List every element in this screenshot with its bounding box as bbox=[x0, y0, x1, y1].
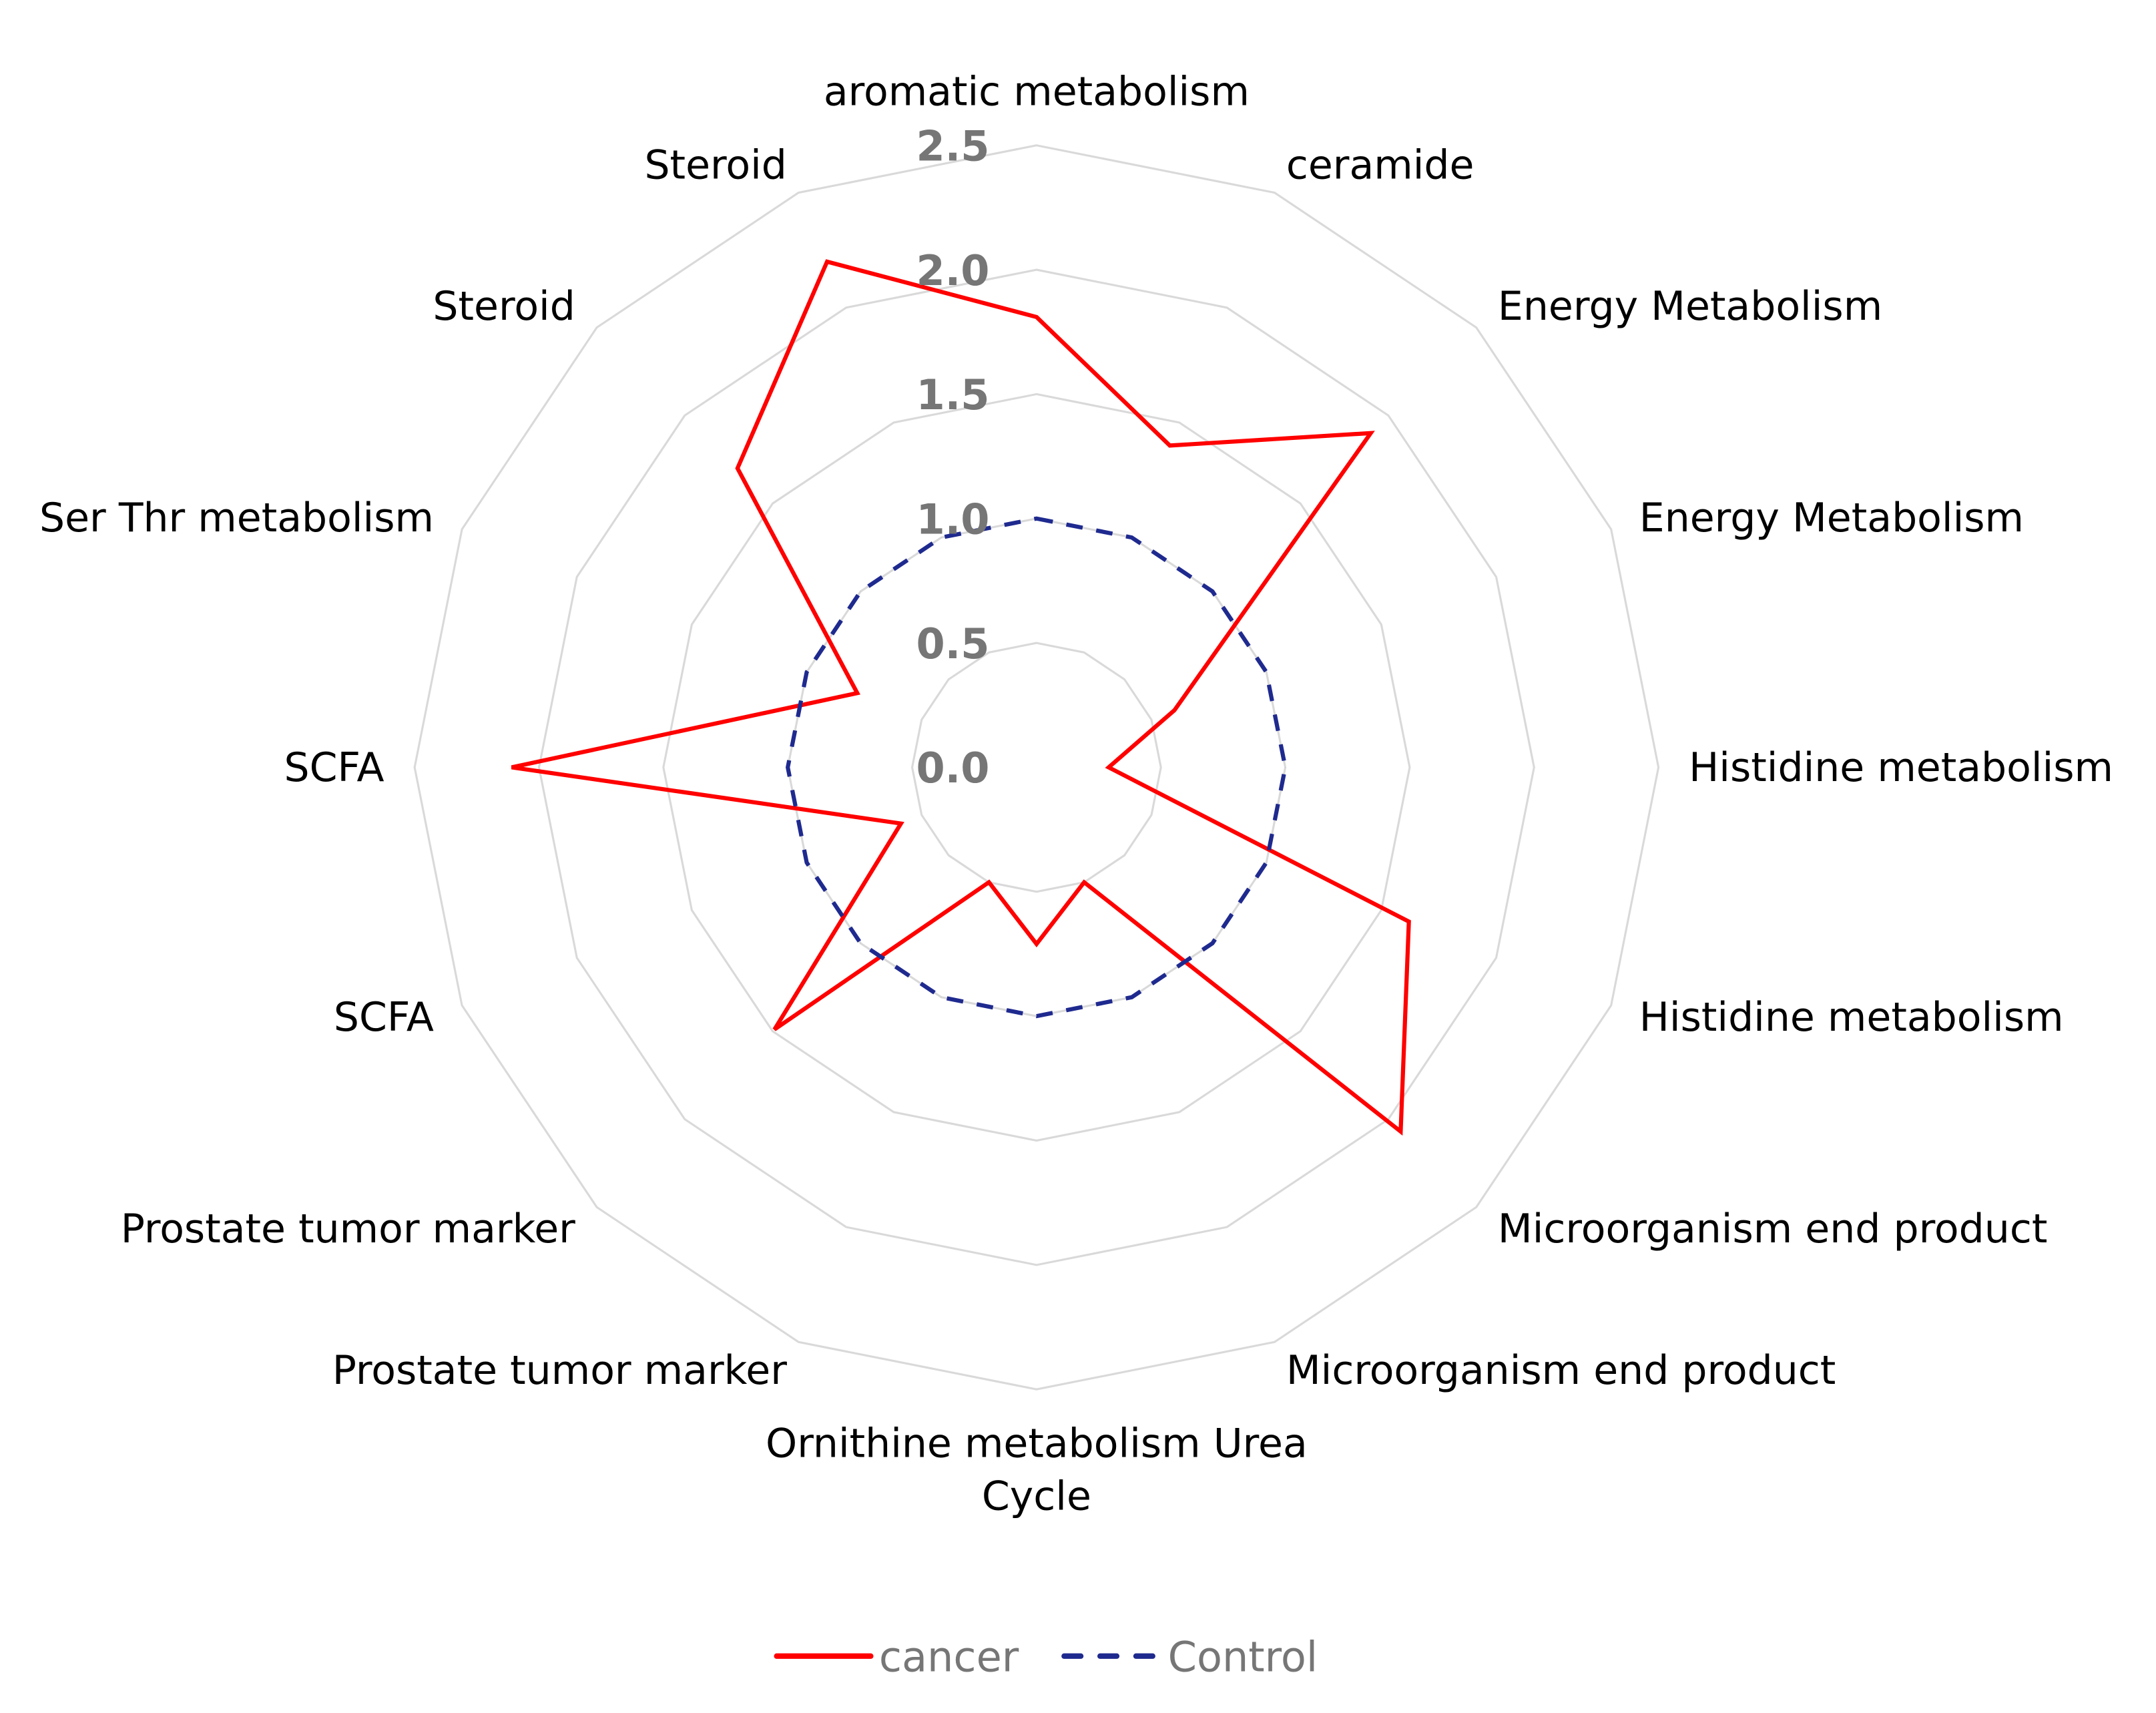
category-label: aromatic metabolism bbox=[824, 69, 1250, 115]
grid-ring bbox=[413, 144, 1660, 1391]
category-label: Prostate tumor marker bbox=[332, 1347, 787, 1394]
series-layer bbox=[511, 259, 1411, 1136]
category-label: Energy Metabolism bbox=[1639, 495, 2024, 541]
category-label: Energy Metabolism bbox=[1498, 283, 1882, 330]
grid-ring bbox=[537, 268, 1535, 1266]
tick-label: 0.0 bbox=[916, 744, 989, 792]
category-label: SCFA bbox=[334, 994, 434, 1041]
category-label: Microorganism end product bbox=[1498, 1206, 2047, 1252]
category-label: Ornithine metabolism Urea Cycle bbox=[766, 1421, 1308, 1520]
legend-label-cancer: cancer bbox=[879, 1633, 1019, 1682]
category-label: Ser Thr metabolism bbox=[39, 495, 434, 541]
category-label: Steroid bbox=[644, 142, 786, 188]
tick-label: 0.5 bbox=[916, 620, 989, 668]
radar-grid bbox=[413, 144, 1660, 1391]
category-label: SCFA bbox=[284, 744, 384, 791]
category-label: Steroid bbox=[433, 283, 575, 330]
radial-tick-labels: 0.0 0.5 1.0 1.5 2.0 2.5 bbox=[916, 121, 989, 792]
grid-ring bbox=[662, 393, 1411, 1142]
category-labels: aromatic metabolism ceramide Energy Metabo… bbox=[39, 69, 2113, 1520]
tick-label: 1.0 bbox=[916, 495, 989, 544]
legend-label-control: Control bbox=[1168, 1633, 1318, 1682]
category-label: Prostate tumor marker bbox=[121, 1206, 575, 1252]
tick-label: 2.5 bbox=[916, 121, 989, 170]
category-label: Microorganism end product bbox=[1286, 1347, 1836, 1394]
tick-label: 1.5 bbox=[916, 371, 989, 419]
legend: cancer Control bbox=[774, 1633, 1318, 1682]
category-label: Histidine metabolism bbox=[1689, 744, 2113, 791]
grid-ring bbox=[910, 642, 1162, 893]
category-label: ceramide bbox=[1286, 142, 1474, 188]
category-label: Histidine metabolism bbox=[1639, 994, 2064, 1041]
tick-label: 2.0 bbox=[916, 246, 989, 295]
